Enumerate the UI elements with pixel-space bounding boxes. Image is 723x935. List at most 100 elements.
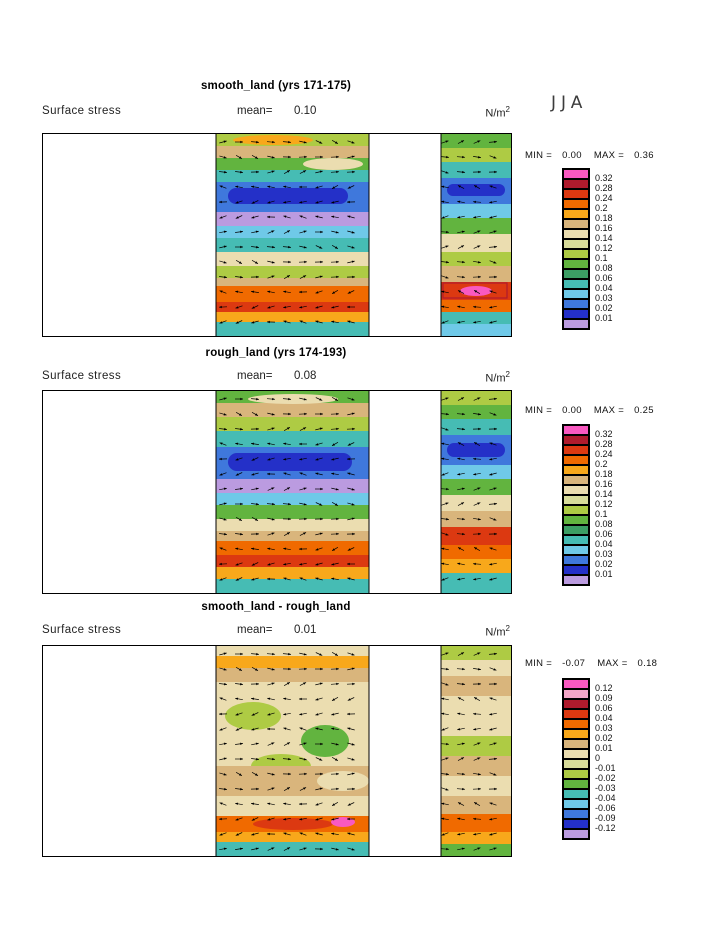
- units-exponent: 2: [505, 624, 510, 633]
- colorbar-tick-label: 0.2: [595, 459, 608, 469]
- colorbar-labels: 0.12 0.09 0.06 0.04 0.03 0.02 0.01 0 -0.01 -0.02-…: [595, 678, 637, 838]
- mean-value: 0.08: [294, 370, 317, 382]
- min-label: MIN =: [525, 658, 553, 669]
- contour-field-mid: [216, 646, 369, 856]
- units-exponent: 2: [505, 105, 510, 114]
- colorbar-tick-label: 0.12: [595, 683, 613, 693]
- colorbar: [562, 168, 590, 330]
- colorbar-tick-label: 0.02: [595, 559, 613, 569]
- colorbar-tick-label: 0.04: [595, 283, 613, 293]
- colorbar-tick-label: 0.28: [595, 183, 613, 193]
- coastline-borders: [215, 391, 442, 593]
- colorbar-cell: [563, 179, 589, 189]
- colorbar-cell: [563, 679, 589, 689]
- colorbar-labels: 0.32 0.28 0.24 0.2 0.18 0.16 0.14 0.12 0.1 0.08 0.…: [595, 168, 637, 328]
- colorbar-cell: [563, 465, 589, 475]
- colorbar-tick-label: 0.04: [595, 713, 613, 723]
- colorbar-cell: [563, 769, 589, 779]
- colorbar-cell: [563, 299, 589, 309]
- colorbar-tick-label: -0.09: [595, 813, 616, 823]
- panel-title: smooth_land (yrs 171-175): [200, 80, 352, 92]
- colorbar-tick-label: 0.12: [595, 499, 613, 509]
- colorbar-cell: [563, 565, 589, 575]
- colorbar-cell: [563, 229, 589, 239]
- colorbar-cell: [563, 545, 589, 555]
- panel-subheader: Surface stress mean= 0.08 N/m2: [42, 370, 510, 385]
- colorbar-cell: [563, 535, 589, 545]
- colorbar-tick-label: -0.06: [595, 803, 616, 813]
- colorbar-tick-label: 0.06: [595, 273, 613, 283]
- colorbar-cell: [563, 799, 589, 809]
- colorbar-cell: [563, 709, 589, 719]
- units-base: N/m: [485, 107, 506, 120]
- colorbar-cell: [563, 759, 589, 769]
- colorbar-cell: [563, 209, 589, 219]
- vector-arrow-field-mid: [218, 651, 356, 851]
- colorbar-cell: [563, 485, 589, 495]
- max-label: MAX =: [593, 150, 625, 161]
- colorbar-cell: [563, 505, 589, 515]
- colorbar-tick-label: 0: [595, 753, 601, 763]
- panel-title: rough_land (yrs 174-193): [205, 347, 347, 359]
- colorbar-cell: [563, 425, 589, 435]
- colorbar-cell: [563, 689, 589, 699]
- minmax-stats: MIN = 0.00 MAX = 0.36: [525, 150, 654, 161]
- colorbar-cell: [563, 729, 589, 739]
- colorbar-tick-label: 0.01: [595, 743, 613, 753]
- colorbar-cell: [563, 289, 589, 299]
- colorbar-tick-label: 0.08: [595, 263, 613, 273]
- colorbar-tick-label: 0.08: [595, 519, 613, 529]
- colorbar-cell: [563, 475, 589, 485]
- mean-label: mean=: [237, 624, 273, 636]
- colorbar-cell: [563, 239, 589, 249]
- panel-subheader: Surface stress mean= 0.01 N/m2: [42, 624, 510, 639]
- colorbar-cell: [563, 495, 589, 505]
- colorbar: [562, 424, 590, 586]
- units-label: N/m2: [485, 105, 510, 120]
- vector-arrow-field-mid: [218, 139, 356, 324]
- max-value: 0.18: [637, 658, 658, 669]
- colorbar-cell: [563, 525, 589, 535]
- colorbar-tick-label: 0.18: [595, 213, 613, 223]
- min-value: -0.07: [562, 658, 586, 669]
- colorbar-tick-label: 0.06: [595, 703, 613, 713]
- colorbar-tick-label: 0.2: [595, 203, 608, 213]
- colorbar-cell: [563, 809, 589, 819]
- colorbar-cell: [563, 829, 589, 839]
- mean-value: 0.01: [294, 624, 317, 636]
- units-exponent: 2: [505, 370, 510, 379]
- colorbar-cell: [563, 435, 589, 445]
- colorbar-cell: [563, 219, 589, 229]
- units-base: N/m: [485, 372, 506, 385]
- colorbar-tick-label: 0.04: [595, 539, 613, 549]
- contour-field-right: [441, 134, 511, 336]
- colorbar-cell: [563, 789, 589, 799]
- panel-title: smooth_land - rough_land: [201, 601, 351, 613]
- vector-arrow-field-right: [440, 397, 498, 581]
- stress-map-panel-1: [42, 133, 512, 337]
- vector-arrow-field-right: [440, 140, 498, 324]
- stress-map-canvas-3: [215, 646, 511, 856]
- colorbar-tick-label: -0.02: [595, 773, 616, 783]
- max-label: MAX =: [593, 405, 625, 416]
- stress-map-canvas-1: [215, 134, 511, 336]
- colorbar-tick-label: 0.06: [595, 529, 613, 539]
- units-label: N/m2: [485, 624, 510, 639]
- contour-field-mid: [216, 134, 369, 336]
- vector-arrow-field-right: [440, 652, 498, 851]
- colorbar-tick-label: 0.32: [595, 173, 613, 183]
- colorbar-tick-label: 0.24: [595, 193, 613, 203]
- colorbar-tick-label: -0.12: [595, 823, 616, 833]
- colorbar-cell: [563, 455, 589, 465]
- colorbar-cell: [563, 819, 589, 829]
- units-label: N/m2: [485, 370, 510, 385]
- colorbar-tick-label: 0.09: [595, 693, 613, 703]
- minmax-stats: MIN = -0.07 MAX = 0.18: [525, 658, 657, 669]
- min-label: MIN =: [525, 405, 553, 416]
- colorbar-cell: [563, 739, 589, 749]
- colorbar-cell: [563, 779, 589, 789]
- colorbar-tick-label: 0.12: [595, 243, 613, 253]
- colorbar-labels: 0.32 0.28 0.24 0.2 0.18 0.16 0.14 0.12 0.1 0.08 0.…: [595, 424, 637, 584]
- colorbar-tick-label: 0.18: [595, 469, 613, 479]
